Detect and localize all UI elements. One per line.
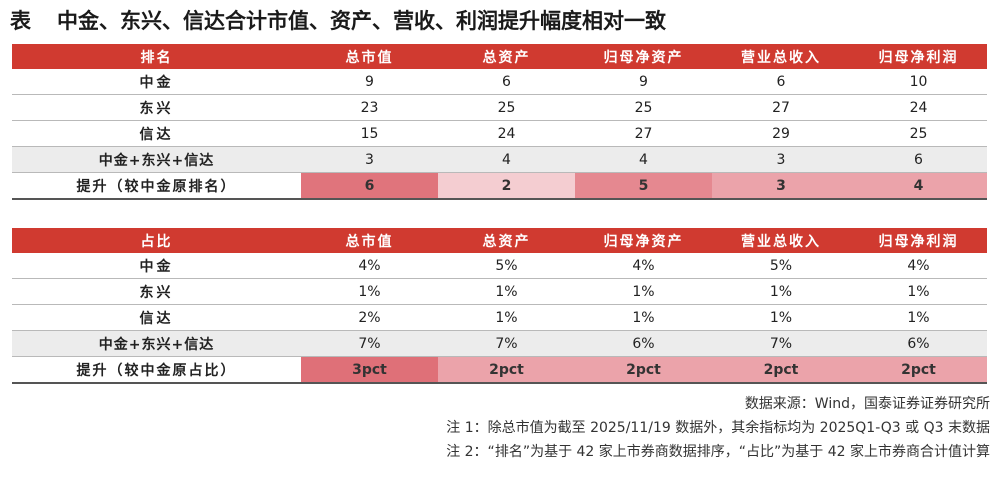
table-cell: 25 <box>438 94 575 121</box>
table-cell: 5% <box>438 253 575 279</box>
table-cell: 7% <box>712 330 850 357</box>
table-cell: 15 <box>301 120 438 147</box>
table-cell: 3 <box>301 146 438 173</box>
rank-table-header-row: 排名 总市值 总资产 归母净资产 营业总收入 归母净利润 <box>12 44 987 69</box>
table-cell: 4% <box>575 253 712 279</box>
table-cell: 1% <box>850 304 987 331</box>
title-text: 中金、东兴、信达合计市值、资产、营收、利润提升幅度相对一致 <box>57 9 666 33</box>
table-cell: 6 <box>850 146 987 173</box>
table-cell: 1% <box>850 278 987 305</box>
table-cell: 3 <box>712 146 850 173</box>
table-cell: 9 <box>301 69 438 95</box>
table-cell: 25 <box>575 94 712 121</box>
row-label: 信达 <box>12 304 301 331</box>
table-row-total: 中金+东兴+信达 7% 7% 6% 7% 6% <box>12 330 987 357</box>
source-note: 数据来源：Wind，国泰证券证券研究所 <box>744 396 990 412</box>
row-label: 中金 <box>12 253 301 279</box>
share-table-header-row: 占比 总市值 总资产 归母净资产 营业总收入 归母净利润 <box>12 228 987 253</box>
table-cell: 9 <box>575 69 712 95</box>
rank-header-net-profit: 归母净利润 <box>850 44 987 69</box>
table-cell: 1% <box>301 278 438 305</box>
footnote-2: 注 2：“排名”为基于 42 家上市券商数据排序，“占比”为基于 42 家上市券… <box>446 444 990 460</box>
table-cell: 1% <box>575 304 712 331</box>
row-label: 提升（较中金原占比） <box>12 356 301 384</box>
share-header-net-assets: 归母净资产 <box>575 228 712 253</box>
table-row-total: 中金+东兴+信达 3 4 4 3 6 <box>12 146 987 173</box>
table-cell: 7% <box>438 330 575 357</box>
rank-header-total-assets: 总资产 <box>438 44 575 69</box>
table-cell: 25 <box>850 120 987 147</box>
table-cell: 6 <box>712 69 850 95</box>
share-header-label: 占比 <box>12 228 301 253</box>
table-cell: 1% <box>712 304 850 331</box>
table-cell: 27 <box>575 120 712 147</box>
table-cell: 2% <box>301 304 438 331</box>
table-cell: 1% <box>575 278 712 305</box>
table-cell: 6% <box>850 330 987 357</box>
table-cell: 6 <box>438 69 575 95</box>
row-label: 东兴 <box>12 278 301 305</box>
rank-header-revenue: 营业总收入 <box>712 44 850 69</box>
table-cell: 6% <box>575 330 712 357</box>
table-cell: 29 <box>712 120 850 147</box>
table-row: 中金 9 6 9 6 10 <box>12 69 987 95</box>
rank-header-label: 排名 <box>12 44 301 69</box>
highlight-cell: 5 <box>575 172 712 200</box>
table-row: 信达 2% 1% 1% 1% 1% <box>12 304 987 331</box>
share-header-net-profit: 归母净利润 <box>850 228 987 253</box>
share-header-revenue: 营业总收入 <box>712 228 850 253</box>
table-cell: 4% <box>850 253 987 279</box>
highlight-cell: 3 <box>712 172 850 200</box>
highlight-cell: 2pct <box>575 356 712 384</box>
highlight-cell: 2pct <box>438 356 575 384</box>
table-cell: 4% <box>301 253 438 279</box>
share-header-total-assets: 总资产 <box>438 228 575 253</box>
table-row: 信达 15 24 27 29 25 <box>12 120 987 147</box>
rank-header-net-assets: 归母净资产 <box>575 44 712 69</box>
table-cell: 24 <box>850 94 987 121</box>
table-cell: 1% <box>438 304 575 331</box>
footnotes: 数据来源：Wind，国泰证券证券研究所 注 1：除总市值为截至 2025/11/… <box>446 392 990 464</box>
table-cell: 23 <box>301 94 438 121</box>
rank-table: 排名 总市值 总资产 归母净资产 营业总收入 归母净利润 中金 9 6 9 6 … <box>12 44 987 200</box>
table-row: 东兴 23 25 25 27 24 <box>12 94 987 121</box>
rank-header-market-cap: 总市值 <box>301 44 438 69</box>
table-cell: 5% <box>712 253 850 279</box>
row-label: 提升（较中金原排名） <box>12 172 301 200</box>
row-label: 信达 <box>12 120 301 147</box>
table-cell: 4 <box>575 146 712 173</box>
document-title: 表 中金、东兴、信达合计市值、资产、营收、利润提升幅度相对一致 <box>10 4 666 38</box>
share-table: 占比 总市值 总资产 归母净资产 营业总收入 归母净利润 中金 4% 5% 4%… <box>12 228 987 384</box>
share-header-market-cap: 总市值 <box>301 228 438 253</box>
table-cell: 27 <box>712 94 850 121</box>
table-cell: 24 <box>438 120 575 147</box>
table-row: 东兴 1% 1% 1% 1% 1% <box>12 278 987 305</box>
table-cell: 4 <box>438 146 575 173</box>
highlight-cell: 2 <box>438 172 575 200</box>
table-cell: 7% <box>301 330 438 357</box>
row-label: 中金+东兴+信达 <box>12 330 301 357</box>
table-cell: 1% <box>438 278 575 305</box>
row-label: 中金+东兴+信达 <box>12 146 301 173</box>
highlight-cell: 6 <box>301 172 438 200</box>
highlight-cell: 4 <box>850 172 987 200</box>
table-row-lift: 提升（较中金原排名） 6 2 5 3 4 <box>12 172 987 200</box>
table-row-lift: 提升（较中金原占比） 3pct 2pct 2pct 2pct 2pct <box>12 356 987 384</box>
footnote-1: 注 1：除总市值为截至 2025/11/19 数据外，其余指标均为 2025Q1… <box>446 420 990 436</box>
row-label: 中金 <box>12 69 301 95</box>
table-cell: 10 <box>850 69 987 95</box>
title-lead: 表 <box>10 9 31 33</box>
row-label: 东兴 <box>12 94 301 121</box>
highlight-cell: 2pct <box>712 356 850 384</box>
table-row: 中金 4% 5% 4% 5% 4% <box>12 253 987 279</box>
table-cell: 1% <box>712 278 850 305</box>
highlight-cell: 3pct <box>301 356 438 384</box>
highlight-cell: 2pct <box>850 356 987 384</box>
